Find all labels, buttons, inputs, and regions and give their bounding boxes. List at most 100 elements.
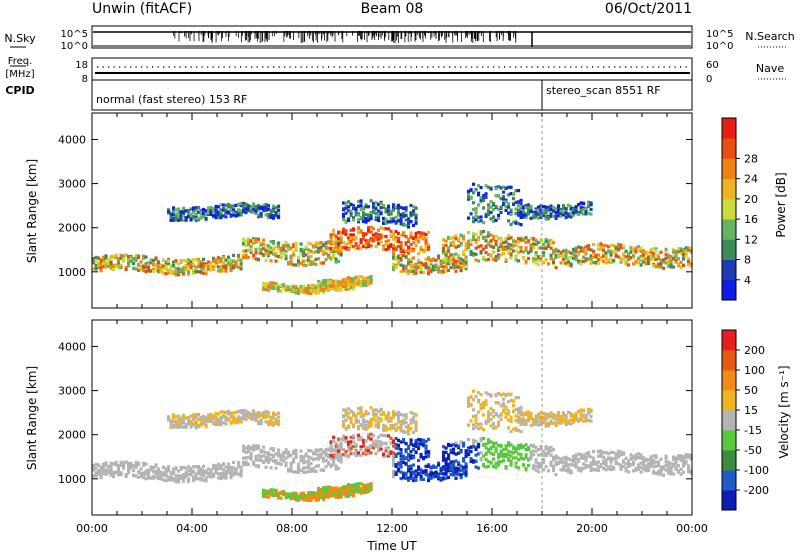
power-echo [425, 262, 428, 265]
velocity-echo [520, 453, 523, 456]
velocity-echo [237, 461, 240, 464]
velocity-echo [502, 459, 505, 462]
power-echo [510, 256, 513, 259]
velocity-echo [577, 460, 580, 463]
power-echo [250, 249, 253, 252]
velocity-echo [640, 453, 643, 456]
power-echo [477, 238, 480, 241]
velocity-echo [455, 477, 458, 480]
power-echo [257, 258, 260, 261]
power-echo [510, 209, 513, 212]
power-echo [332, 253, 335, 256]
power-echo [265, 259, 268, 262]
power-echo [480, 244, 483, 247]
power-echo [140, 260, 143, 263]
velocity-echo [670, 468, 673, 471]
power-echo [467, 246, 470, 249]
velocity-echo [347, 455, 350, 458]
power-echo [502, 191, 505, 194]
noise-data [93, 31, 691, 47]
power-echo [285, 254, 288, 257]
power-echo [347, 219, 350, 222]
noise-ytick-top: 10^5 [61, 29, 88, 40]
power-echo [480, 186, 483, 189]
velocity-echo [492, 457, 495, 460]
power-echo [492, 250, 495, 253]
velocity-echo [632, 461, 635, 464]
velocity-echo [655, 456, 658, 459]
velocity-echo [490, 462, 493, 465]
cpid-mode-stereo-scan: stereo_scan 8551 RF [546, 84, 661, 97]
velocity-echo [280, 463, 283, 466]
power-echo [455, 234, 458, 237]
velocity-echo [532, 453, 535, 456]
velocity-echo [592, 450, 595, 453]
velocity-echo [657, 463, 660, 466]
velocity-echo [447, 476, 450, 479]
power-echo [175, 259, 178, 262]
velocity-echo [100, 476, 103, 479]
power-echo [372, 227, 375, 230]
power-echo [512, 192, 515, 195]
power-echo [287, 244, 290, 247]
power-echo [385, 235, 388, 238]
velocity-echo [295, 449, 298, 452]
power-echo [417, 258, 420, 261]
power-echo [525, 260, 528, 263]
power-echo [490, 255, 493, 258]
power-echo [377, 217, 380, 220]
power-echo [250, 245, 253, 248]
power-echo [537, 263, 540, 266]
velocity-echo [447, 453, 450, 456]
power-echo [395, 248, 398, 251]
velocity-echo [525, 467, 528, 470]
velocity-echo [622, 451, 625, 454]
power-echo [447, 246, 450, 249]
velocity-echo [295, 452, 298, 455]
velocity-echo [210, 470, 213, 473]
power-echo [470, 243, 473, 246]
power-echo [507, 219, 510, 222]
velocity-echo [285, 464, 288, 467]
noise-left-label: N.Sky [4, 32, 36, 45]
velocity-echo [425, 444, 428, 447]
power-echo [347, 286, 350, 289]
power-echo [470, 197, 473, 200]
power-echo [632, 254, 635, 257]
power-echo [370, 230, 373, 233]
colorbar-segment [722, 138, 736, 159]
power-echo [425, 237, 428, 240]
velocity-echo [275, 459, 278, 462]
power-echo [360, 199, 363, 202]
power-echo [157, 261, 160, 264]
power-echo [585, 252, 588, 255]
power-echo [475, 207, 478, 210]
power-echo [602, 249, 605, 252]
velocity-echo [122, 464, 125, 467]
power-echo [510, 252, 513, 255]
power-echo [355, 236, 358, 239]
power-echo [472, 191, 475, 194]
power-echo [477, 192, 480, 195]
power-echo [292, 253, 295, 256]
power-echo [315, 263, 318, 266]
power-echo [442, 247, 445, 250]
velocity-echo [340, 460, 343, 463]
power-echo [462, 237, 465, 240]
power-echo [277, 205, 280, 208]
velocity-echo [585, 459, 588, 462]
power-echo [187, 271, 190, 274]
velocity-echo [417, 459, 420, 462]
power-echo [235, 261, 238, 264]
power-echo [277, 209, 280, 212]
velocity-echo [465, 462, 468, 465]
velocity-echo [627, 470, 630, 473]
power-echo [467, 231, 470, 234]
power-echo [477, 203, 480, 206]
power-echo [405, 214, 408, 217]
power-echo [165, 266, 168, 269]
power-echo [137, 255, 140, 258]
velocity-echo [522, 463, 525, 466]
velocity-echo [412, 456, 415, 459]
velocity-echo [120, 473, 123, 476]
